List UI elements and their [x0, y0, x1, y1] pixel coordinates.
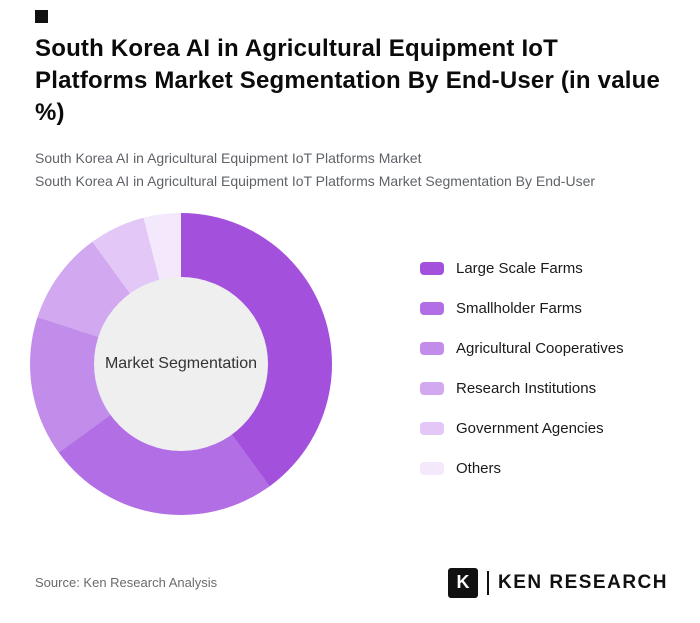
- donut-chart: Market Segmentation Large Scale Farms Sma…: [0, 210, 700, 530]
- legend-swatch: [420, 422, 444, 435]
- donut-center: Market Segmentation: [94, 277, 268, 451]
- legend-swatch: [420, 382, 444, 395]
- legend-item: Others: [420, 460, 624, 477]
- chart-legend: Large Scale Farms Smallholder Farms Agricu…: [420, 260, 624, 477]
- legend-swatch: [420, 342, 444, 355]
- corner-square-icon: [35, 10, 48, 23]
- footer: Source: Ken Research Analysis K KEN RESE…: [35, 560, 668, 605]
- ken-research-logo: K KEN RESEARCH: [447, 567, 668, 598]
- subtitle-line-2: South Korea AI in Agricultural Equipment…: [35, 173, 596, 190]
- legend-label: Research Institutions: [456, 380, 597, 397]
- legend-label: Government Agencies: [456, 420, 604, 437]
- legend-swatch: [420, 462, 444, 475]
- donut-center-label: Market Segmentation: [104, 355, 258, 372]
- page-title: South Korea AI in Agricultural Equipment…: [35, 35, 661, 126]
- legend-item: Smallholder Farms: [420, 300, 624, 317]
- subtitle-line-1: South Korea AI in Agricultural Equipment…: [35, 150, 422, 166]
- legend-swatch: [420, 262, 444, 275]
- legend-label: Agricultural Cooperatives: [456, 340, 624, 357]
- donut-plot: Market Segmentation: [30, 213, 332, 515]
- legend-label: Smallholder Farms: [456, 300, 582, 317]
- legend-item: Large Scale Farms: [420, 260, 624, 277]
- legend-label: Large Scale Farms: [456, 260, 583, 277]
- ken-research-logo-mark-icon: K: [447, 567, 478, 598]
- legend-item: Government Agencies: [420, 420, 624, 437]
- legend-item: Agricultural Cooperatives: [420, 340, 624, 357]
- chart-subtitles: South Korea AI in Agricultural Equipment…: [35, 147, 685, 193]
- source-text: Source: Ken Research Analysis: [35, 575, 218, 590]
- legend-label: Others: [456, 460, 502, 477]
- legend-swatch: [420, 302, 444, 315]
- brand-mark-letter: K: [456, 572, 470, 592]
- legend-item: Research Institutions: [420, 380, 624, 397]
- brand-divider: [486, 570, 489, 595]
- brand-wordmark: KEN RESEARCH: [497, 571, 668, 593]
